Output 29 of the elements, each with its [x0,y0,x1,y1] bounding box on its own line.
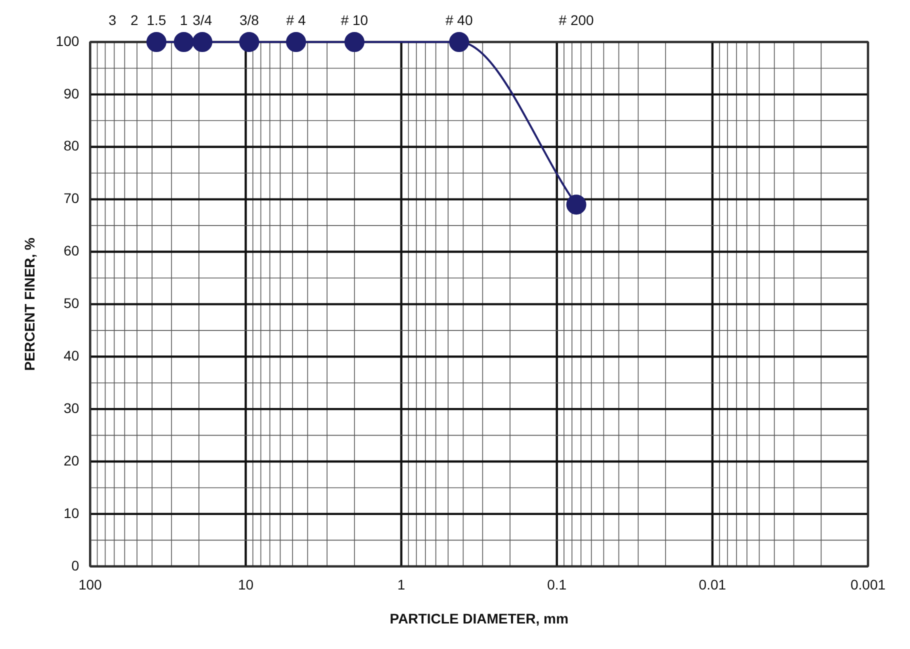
x-tick-label: 1 [397,576,406,593]
x-tick-label: 0.1 [547,576,567,593]
y-tick-label: 100 [56,32,80,49]
x-tick-label: 10 [238,576,254,593]
y-tick-label: 0 [71,557,80,574]
text: 1 [180,12,188,28]
y-axis-title: PERCENT FINER, % [21,237,38,371]
y-tick-label: 50 [64,295,80,312]
x-tick-label: 0.001 [850,576,886,593]
y-tick-label: 40 [64,348,80,364]
y-tick-label: 80 [64,138,80,154]
y-tick-label: 30 [64,400,80,416]
x-tick-label: 100 [78,576,102,593]
text: # 10 [340,12,368,28]
x-axis-title: PARTICLE DIAMETER, mm [390,610,568,626]
y-tick-label: 70 [64,190,80,206]
text: # 4 [286,12,306,28]
y-tick-label: 90 [64,85,80,102]
x-tick-label: 0.01 [698,576,726,593]
text: # 40 [445,12,473,28]
text: 1.5 [146,12,166,28]
y-tick-label: 10 [64,504,80,521]
text: 2 [130,12,139,28]
text: 3 [108,12,117,28]
y-tick-label: 20 [64,452,80,468]
y-tick-label: 60 [64,242,80,259]
text: 3/4 [192,12,212,28]
text: 3/8 [239,12,260,28]
text: # 200 [558,12,594,28]
